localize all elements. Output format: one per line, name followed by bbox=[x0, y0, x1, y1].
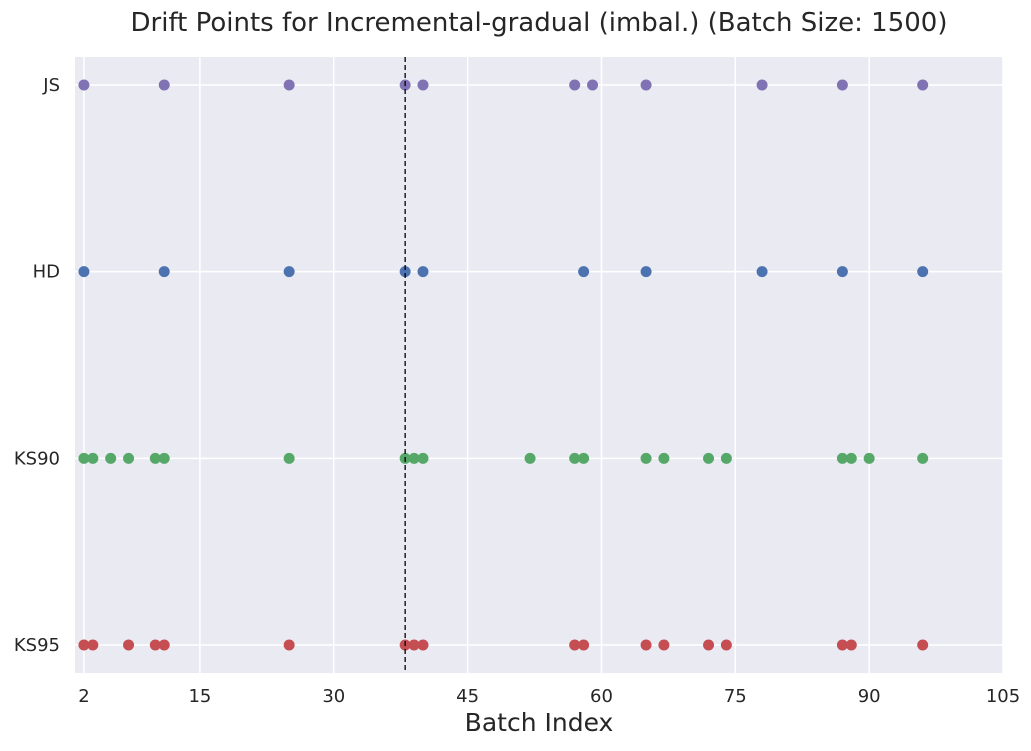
drift-point-ks90 bbox=[123, 452, 135, 464]
drift-point-ks95 bbox=[845, 639, 857, 651]
x-tick-label: 90 bbox=[858, 686, 881, 707]
drift-point-ks95 bbox=[149, 639, 161, 651]
drift-point-js bbox=[417, 79, 429, 91]
drift-point-ks90 bbox=[917, 452, 929, 464]
drift-point-ks90 bbox=[658, 452, 670, 464]
drift-point-ks95 bbox=[640, 639, 652, 651]
drift-point-hd bbox=[283, 266, 295, 278]
x-tick-label: 105 bbox=[986, 686, 1020, 707]
drift-point-ks90 bbox=[158, 452, 170, 464]
drift-point-hd bbox=[399, 266, 411, 278]
drift-point-ks95 bbox=[703, 639, 715, 651]
plot-area bbox=[75, 57, 1003, 673]
drift-point-ks95 bbox=[87, 639, 99, 651]
drift-point-js bbox=[569, 79, 581, 91]
drift-point-ks95 bbox=[408, 639, 420, 651]
drift-point-ks90 bbox=[87, 452, 99, 464]
x-tick-label: 2 bbox=[78, 686, 89, 707]
drift-point-js bbox=[587, 79, 599, 91]
drift-point-js bbox=[283, 79, 295, 91]
y-tick-label: KS95 bbox=[14, 635, 60, 656]
drift-point-ks95 bbox=[78, 639, 90, 651]
drift-point-ks90 bbox=[845, 452, 857, 464]
drift-point-js bbox=[917, 79, 929, 91]
x-tick-label: 75 bbox=[724, 686, 747, 707]
drift-point-ks95 bbox=[917, 639, 929, 651]
drift-point-js bbox=[158, 79, 170, 91]
drift-point-hd bbox=[158, 266, 170, 278]
drift-point-hd bbox=[78, 266, 90, 278]
x-tick-labels: 2 15 30 45 60 75 90 105 bbox=[78, 686, 1020, 707]
drift-point-hd bbox=[756, 266, 768, 278]
x-tick-label: 30 bbox=[322, 686, 345, 707]
drift-point-ks90 bbox=[149, 452, 161, 464]
drift-point-ks95 bbox=[569, 639, 581, 651]
drift-point-ks90 bbox=[836, 452, 848, 464]
x-tick-label: 15 bbox=[188, 686, 211, 707]
drift-point-ks90 bbox=[578, 452, 590, 464]
drift-point-ks90 bbox=[703, 452, 715, 464]
drift-point-ks95 bbox=[720, 639, 732, 651]
x-tick-label: 45 bbox=[456, 686, 479, 707]
drift-point-ks90 bbox=[417, 452, 429, 464]
drift-point-js bbox=[836, 79, 848, 91]
y-tick-label: KS90 bbox=[14, 448, 60, 469]
drift-point-ks95 bbox=[158, 639, 170, 651]
drift-point-hd bbox=[836, 266, 848, 278]
drift-point-js bbox=[640, 79, 652, 91]
drift-point-ks95 bbox=[658, 639, 670, 651]
chart-title: Drift Points for Incremental-gradual (im… bbox=[131, 8, 948, 38]
drift-point-js bbox=[78, 79, 90, 91]
drift-point-ks95 bbox=[836, 639, 848, 651]
drift-point-ks90 bbox=[863, 452, 875, 464]
drift-point-ks90 bbox=[720, 452, 732, 464]
drift-point-ks95 bbox=[283, 639, 295, 651]
drift-point-ks90 bbox=[78, 452, 90, 464]
drift-point-ks90 bbox=[283, 452, 295, 464]
drift-point-ks90 bbox=[569, 452, 581, 464]
drift-point-hd bbox=[578, 266, 590, 278]
drift-point-ks90 bbox=[524, 452, 536, 464]
drift-point-ks95 bbox=[578, 639, 590, 651]
drift-point-ks90 bbox=[640, 452, 652, 464]
drift-point-hd bbox=[417, 266, 429, 278]
data-points bbox=[78, 79, 929, 651]
drift-point-ks90 bbox=[105, 452, 117, 464]
y-tick-label: JS bbox=[42, 75, 60, 96]
drift-point-ks95 bbox=[417, 639, 429, 651]
drift-point-js bbox=[756, 79, 768, 91]
x-tick-label: 60 bbox=[590, 686, 613, 707]
x-axis-label: Batch Index bbox=[465, 708, 614, 737]
drift-point-hd bbox=[640, 266, 652, 278]
y-tick-label: HD bbox=[33, 262, 60, 283]
drift-point-ks90 bbox=[408, 452, 420, 464]
drift-point-hd bbox=[917, 266, 929, 278]
y-tick-labels: KS95 KS90 HD JS bbox=[14, 75, 60, 656]
drift-point-ks95 bbox=[123, 639, 135, 651]
